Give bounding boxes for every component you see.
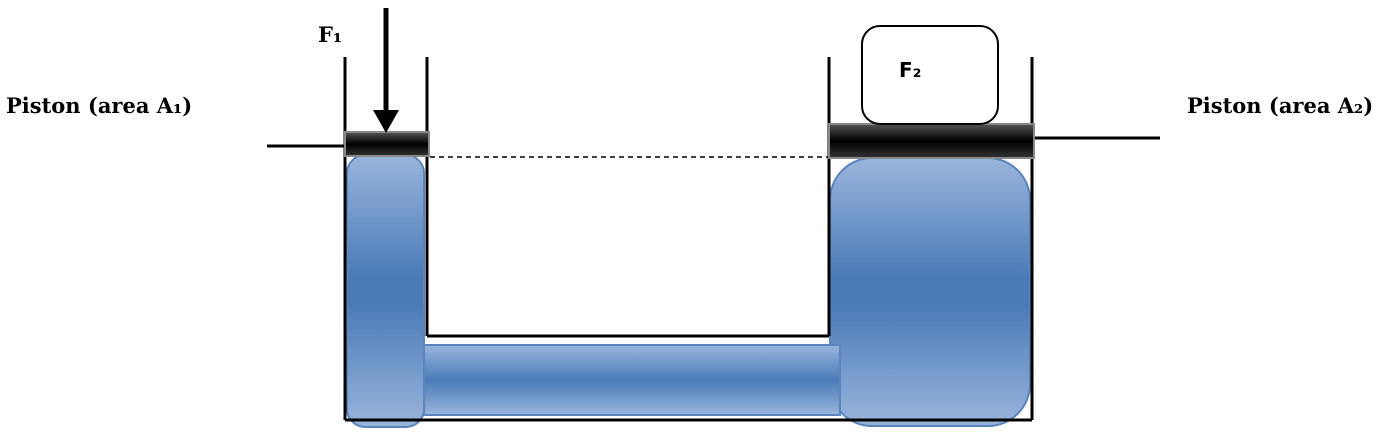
left-piston (344, 131, 430, 157)
input-force-label: F₁ (318, 22, 342, 47)
right-piston-label: Piston (area A₂) (1187, 93, 1373, 118)
container-outline (343, 57, 1034, 422)
output-force-label: F₂ (899, 58, 921, 82)
left-piston-label: Piston (area A₁) (6, 93, 192, 118)
right-piston (828, 123, 1035, 159)
connecting-fluid-channel (423, 344, 841, 416)
right-fluid-column (829, 157, 1031, 427)
load-block (861, 25, 999, 125)
left-fluid-column (346, 154, 425, 428)
down-arrow-icon (373, 8, 399, 133)
